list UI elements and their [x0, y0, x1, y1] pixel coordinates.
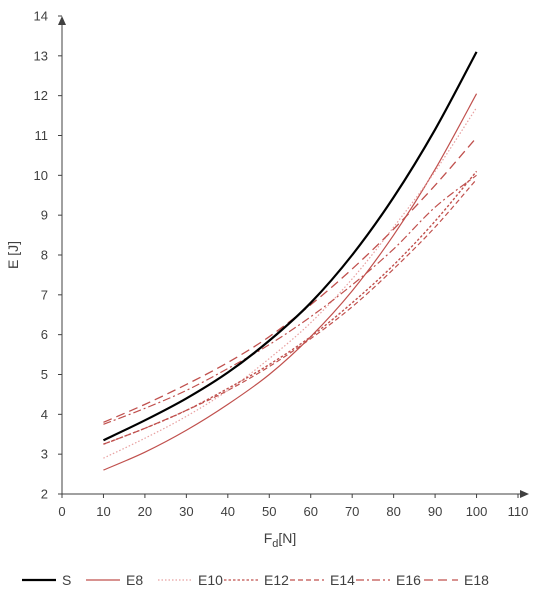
series-line-e10: [103, 107, 478, 459]
y-tick-label: 13: [34, 48, 48, 63]
x-axis-title-main: F: [264, 530, 273, 546]
x-tick-label: 20: [138, 504, 152, 519]
x-tick-label: 10: [96, 504, 110, 519]
x-tick-label: 0: [58, 504, 65, 519]
series-line-e12: [103, 170, 478, 445]
legend-label-e14: E14: [330, 572, 355, 588]
y-tick-label: 3: [41, 447, 48, 462]
x-axis-title-unit: [N]: [278, 530, 296, 546]
legend-label-e8: E8: [126, 572, 143, 588]
x-tick-label: 60: [303, 504, 317, 519]
x-tick-label: 70: [345, 504, 359, 519]
y-tick-label: 9: [41, 208, 48, 223]
legend: S E8 E10 E12 E14 E16 E18: [22, 572, 489, 588]
axes: 2 3 4 5 6 7 8 9 10 11 12 13 14 0 10 20 30 40 50 60 70 80 90 100…: [34, 9, 529, 519]
y-axis-title: E [J]: [5, 241, 21, 269]
legend-label-e18: E18: [464, 572, 489, 588]
y-tick-label: 4: [41, 407, 48, 422]
x-tick-label: 110: [508, 504, 529, 519]
y-tick-label: 14: [34, 9, 48, 24]
x-tick-label: 50: [262, 504, 276, 519]
y-tick-label: 5: [41, 367, 48, 382]
series-line-e18: [103, 137, 478, 423]
y-tick-label: 7: [41, 287, 48, 302]
y-tick-label: 12: [34, 88, 48, 103]
legend-label-s: S: [62, 572, 71, 588]
y-tick-label: 11: [35, 128, 49, 143]
y-tick-label: 6: [41, 327, 48, 342]
y-axis-arrow: [58, 16, 66, 25]
plot-area: [102, 51, 478, 471]
x-tick-label: 90: [428, 504, 442, 519]
x-axis-title-subscript: d: [272, 538, 278, 550]
series-line-e14: [103, 178, 477, 445]
y-tick-label: 8: [41, 248, 48, 263]
x-axis-arrow: [520, 490, 529, 498]
series-line-e8: [103, 93, 478, 471]
y-tick-label: 2: [41, 487, 48, 502]
x-tick-label: 100: [466, 504, 488, 519]
x-axis-title: Fd[N]: [264, 530, 297, 550]
series-line-e16: [103, 174, 477, 425]
x-tick-label: 40: [221, 504, 235, 519]
y-tick-label: 10: [34, 168, 48, 183]
legend-label-e12: E12: [264, 572, 289, 588]
x-tick-label: 30: [179, 504, 193, 519]
series-line-s: [102, 51, 478, 442]
x-tick-label: 80: [386, 504, 400, 519]
legend-label-e10: E10: [198, 572, 223, 588]
legend-label-e16: E16: [396, 572, 421, 588]
